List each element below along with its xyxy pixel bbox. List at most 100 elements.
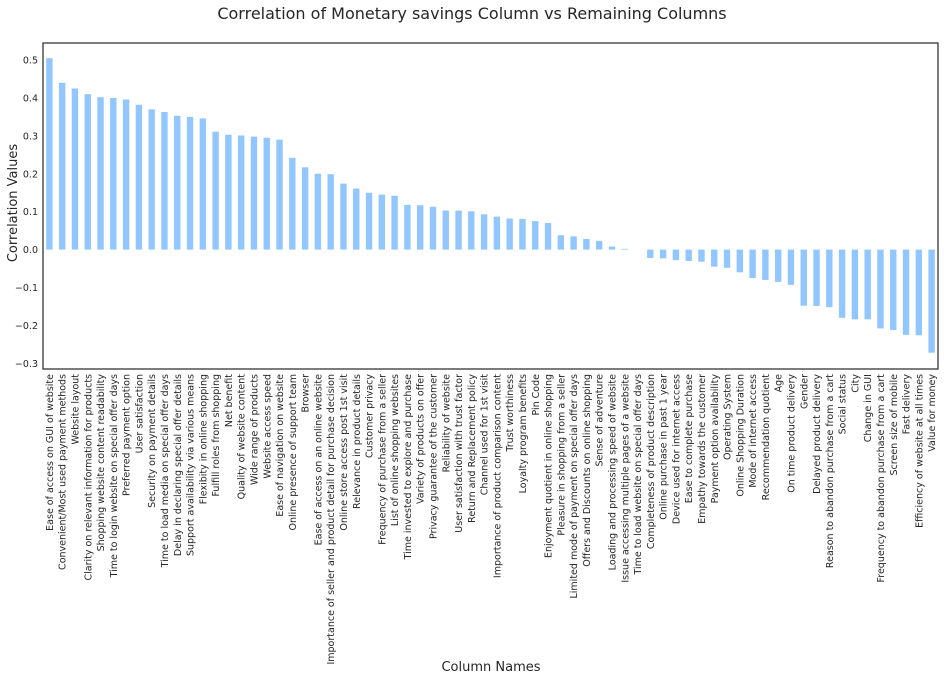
x-tick-label: Change in GUI [863, 374, 874, 442]
bar [225, 134, 232, 250]
bar [161, 111, 168, 250]
x-tick-label: Fulfill roles from shopping [211, 374, 222, 497]
bar [519, 218, 526, 250]
x-tick-label: Time invested to explore and purchase [403, 374, 414, 561]
bar [762, 249, 769, 280]
bar [826, 249, 833, 308]
y-tick-label: −0.3 [15, 359, 38, 370]
y-tick-label: 0.3 [23, 131, 38, 142]
x-tick-label: Device used for internet access [671, 374, 682, 524]
x-tick-label: Importance of seller and product detail … [326, 374, 337, 665]
bar [71, 88, 79, 250]
x-tick-label: Completeness of product description [646, 374, 657, 549]
x-tick-label: Social status [838, 374, 849, 434]
bar [774, 249, 782, 282]
x-tick-label: Mode of internet access [748, 374, 759, 488]
x-tick-label: Limited mode of payment on special offer… [569, 374, 580, 599]
x-tick-label: Issue accessing multiple pages of a webs… [620, 374, 631, 583]
bar [583, 238, 590, 250]
x-tick-label: List of online shopping websites [390, 374, 401, 526]
bar [890, 249, 897, 330]
x-tick-label: Reason to abandon purchase from a cart [825, 374, 836, 568]
x-tick-label: Time to load media on special offer days [160, 374, 171, 568]
x-tick-label: User satisfaction with trust factor [454, 374, 465, 533]
bar [698, 249, 705, 262]
x-tick-label: Recommendation quotient [761, 374, 772, 501]
x-tick-label: Pleasure in shopping from a seller [556, 374, 567, 536]
x-tick-label: Age [774, 374, 785, 393]
x-tick-label: Loading and processing speed of website [607, 374, 618, 570]
bar [365, 192, 373, 250]
bar [723, 249, 731, 268]
x-tick-label: Ease to complete purchase [684, 374, 695, 503]
x-axis-label: Column Names [441, 660, 540, 675]
x-tick-label: On time product delivery [786, 374, 797, 493]
x-tick-label: Online purchase in past 1 year [659, 374, 670, 520]
bar [276, 139, 283, 250]
bar [148, 109, 155, 250]
y-tick-label: 0.5 [23, 56, 38, 67]
x-tick-label: Offers and Discounts on online shopping [582, 374, 593, 567]
x-tick-label: Operating System [723, 374, 734, 460]
x-tick-label: Efficiency of website at all times [914, 374, 925, 528]
x-tick-label: Reliability of website [441, 374, 452, 473]
x-tick-label: Website access speed [262, 374, 273, 479]
bar [800, 249, 807, 306]
x-tick-label: Convenient/Most used payment methods [58, 374, 69, 570]
bar [135, 104, 143, 250]
x-tick-label: Payment option availability [710, 374, 721, 504]
bar [442, 210, 449, 250]
bar [685, 249, 692, 261]
x-tick-label: Clarity on relevant information for prod… [83, 374, 94, 581]
y-tick-label: −0.1 [15, 283, 38, 294]
x-tick-label: Quality of website content [237, 374, 248, 500]
bar [301, 167, 309, 250]
x-tick-label: Delayed product delivery [812, 374, 823, 494]
bar [186, 116, 194, 250]
x-tick-label: Screen size of mobile [889, 374, 900, 476]
y-tick-label: 0.4 [23, 93, 38, 104]
bar [468, 211, 475, 250]
x-tick-label: Online store access post 1st visit [339, 374, 350, 531]
x-tick-label: Security on payment details [147, 374, 158, 508]
bar [493, 216, 501, 250]
bar [813, 249, 820, 307]
x-tick-label: User satisfaction [134, 374, 145, 453]
y-tick-label: −0.2 [15, 321, 38, 332]
x-tick-label: Channel used for 1st visit [480, 374, 491, 496]
bar [404, 204, 411, 250]
bar [736, 249, 744, 273]
x-tick-label: Online Shopping Duration [735, 374, 746, 497]
x-tick-label: Importance of product comparison content [492, 374, 503, 578]
x-tick-label: Flexibity in online shopping [198, 374, 209, 504]
bar [122, 99, 130, 250]
x-tick-label: Ease of access on an online website [313, 374, 324, 546]
bar [570, 236, 577, 250]
bar [174, 115, 181, 250]
x-tick-label: Net benefit [224, 374, 235, 427]
bar [46, 58, 53, 250]
bar [595, 240, 603, 250]
chart-title: Correlation of Monetary savings Column v… [217, 4, 726, 23]
y-tick-label: 0.0 [23, 245, 38, 256]
x-tick-label: Gender [799, 374, 810, 409]
y-tick-label: 0.2 [23, 169, 38, 180]
bar [647, 249, 654, 258]
bar [864, 249, 871, 320]
bar [455, 210, 462, 250]
bar [851, 249, 859, 320]
bars-group [46, 58, 935, 353]
bar [199, 118, 207, 250]
bar [787, 249, 795, 285]
x-tick-label: Trust worthiness [505, 374, 516, 453]
x-tick-label: Frequency to abandon purchase from a car… [876, 374, 887, 583]
bar [506, 218, 513, 250]
bar [378, 194, 386, 250]
x-tick-label: Customer privacy [365, 374, 376, 458]
bar [327, 174, 334, 250]
bar [557, 235, 565, 250]
bar [84, 94, 91, 250]
bar [391, 195, 398, 250]
x-tick-label: Loyalty program benefits [518, 374, 529, 493]
